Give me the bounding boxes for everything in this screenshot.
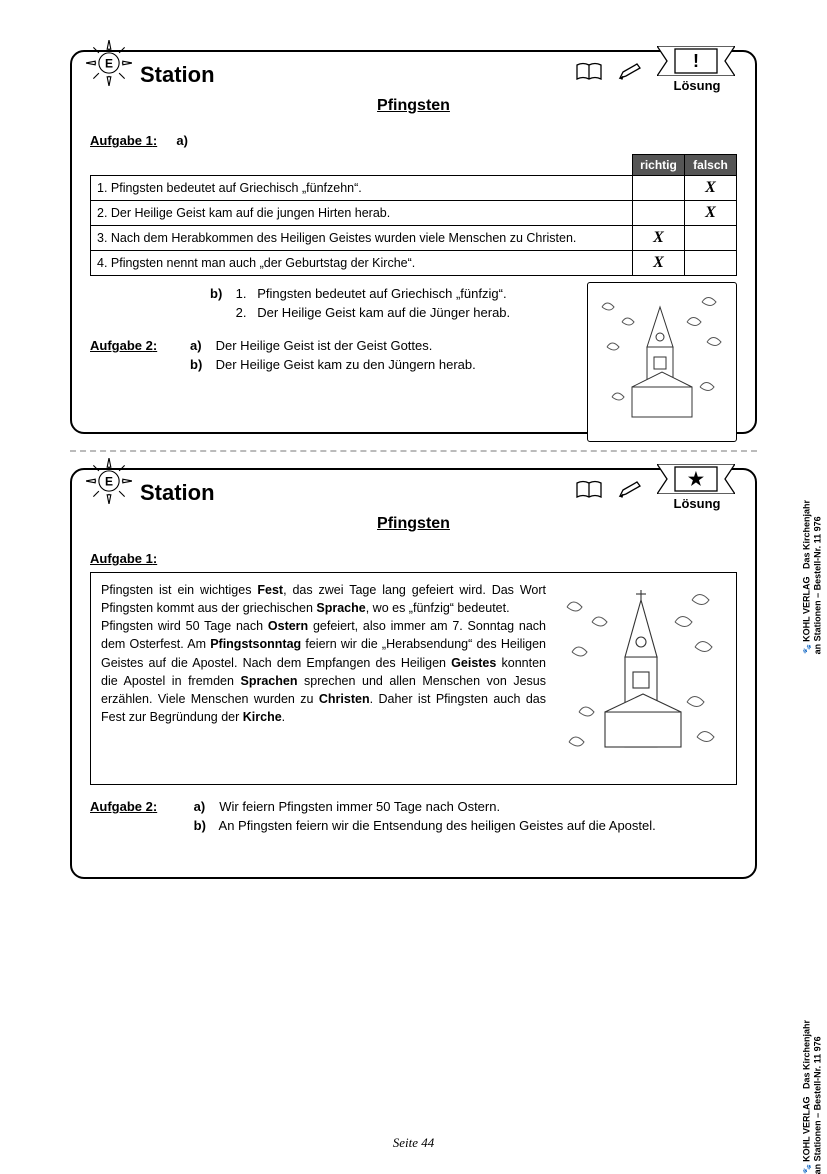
page-number: Seite 44 — [0, 1135, 827, 1151]
mark-richtig: X — [633, 251, 685, 276]
mark-falsch — [685, 251, 737, 276]
mark-falsch: X — [685, 201, 737, 226]
col-richtig: richtig — [633, 155, 685, 176]
card-header: E Station ! Lösung — [90, 64, 737, 93]
subtitle: Pfingsten — [90, 515, 737, 533]
aufgabe1-header: Aufgabe 1: a) — [90, 133, 737, 148]
ribbon-symbol: ! — [657, 46, 735, 76]
card-header: E Station ★ Lösung — [90, 482, 737, 511]
ribbon: ★ Lösung — [657, 464, 737, 511]
book-icon — [575, 480, 603, 503]
station-card-1: E Station ! Lösung Pfingsten Aufgabe 1: … — [70, 50, 757, 434]
b-item-2: Der Heilige Geist kam auf die Jünger her… — [257, 305, 510, 320]
mark-richtig — [633, 176, 685, 201]
church-illustration — [587, 282, 737, 442]
mark-richtig: X — [633, 226, 685, 251]
aufgabe1-label: Aufgabe 1: — [90, 551, 157, 566]
ribbon-symbol: ★ — [657, 464, 735, 494]
aufgabe1-header: Aufgabe 1: — [90, 551, 737, 566]
pencil-icon — [617, 480, 643, 503]
svg-text:E: E — [105, 57, 113, 71]
table-row: 1. Pfingsten bedeutet auf Griechisch „fü… — [91, 176, 633, 201]
header-icons — [575, 62, 643, 85]
mark-falsch: X — [685, 176, 737, 201]
true-false-table: richtig falsch 1. Pfingsten bedeutet auf… — [90, 154, 737, 276]
table-row: 4. Pfingsten nennt man auch „der Geburts… — [91, 251, 633, 276]
fill-text: Pfingsten ist ein wichtiges Fest, das zw… — [101, 581, 546, 726]
subtitle: Pfingsten — [90, 97, 737, 115]
a-label: a) — [176, 133, 188, 148]
aufgabe2-b: An Pfingsten feiern wir die Entsendung d… — [219, 818, 656, 833]
church-illustration — [556, 581, 726, 776]
header-icons — [575, 480, 643, 503]
ribbon: ! Lösung — [657, 46, 737, 93]
loesung-label: Lösung — [657, 496, 737, 511]
divider — [70, 450, 757, 452]
aufgabe2-a: Der Heilige Geist ist der Geist Gottes. — [216, 338, 433, 353]
aufgabe2-a: Wir feiern Pfingsten immer 50 Tage nach … — [219, 799, 500, 814]
station-title: Station — [140, 480, 215, 506]
aufgabe1-label: Aufgabe 1: — [90, 133, 157, 148]
sun-badge-icon: E — [86, 458, 132, 504]
mark-falsch — [685, 226, 737, 251]
station-card-2: E Station ★ Lösung Pfingsten Aufgabe 1: … — [70, 468, 757, 879]
svg-text:E: E — [105, 475, 113, 489]
aufgabe2-label: Aufgabe 2: — [90, 338, 180, 353]
aufgabe2-label: Aufgabe 2: — [90, 799, 190, 814]
b-item-1: Pfingsten bedeutet auf Griechisch „fünfz… — [257, 286, 506, 301]
table-row: 2. Der Heilige Geist kam auf die jungen … — [91, 201, 633, 226]
sun-badge-icon: E — [86, 40, 132, 86]
aufgabe2-b: Der Heilige Geist kam zu den Jüngern her… — [216, 357, 476, 372]
station-title: Station — [140, 62, 215, 88]
book-icon — [575, 62, 603, 85]
side-credit-2: 🐾 KOHL VERLAG Das Kirchenjahran Statione… — [801, 1020, 823, 1174]
pencil-icon — [617, 62, 643, 85]
text-box: Pfingsten ist ein wichtiges Fest, das zw… — [90, 572, 737, 785]
aufgabe2: Aufgabe 2: a) Wir feiern Pfingsten immer… — [90, 799, 737, 833]
mark-richtig — [633, 201, 685, 226]
side-credit-1: 🐾 KOHL VERLAG Das Kirchenjahran Statione… — [801, 500, 823, 654]
loesung-label: Lösung — [657, 78, 737, 93]
table-row: 3. Nach dem Herabkommen des Heiligen Gei… — [91, 226, 633, 251]
col-falsch: falsch — [685, 155, 737, 176]
